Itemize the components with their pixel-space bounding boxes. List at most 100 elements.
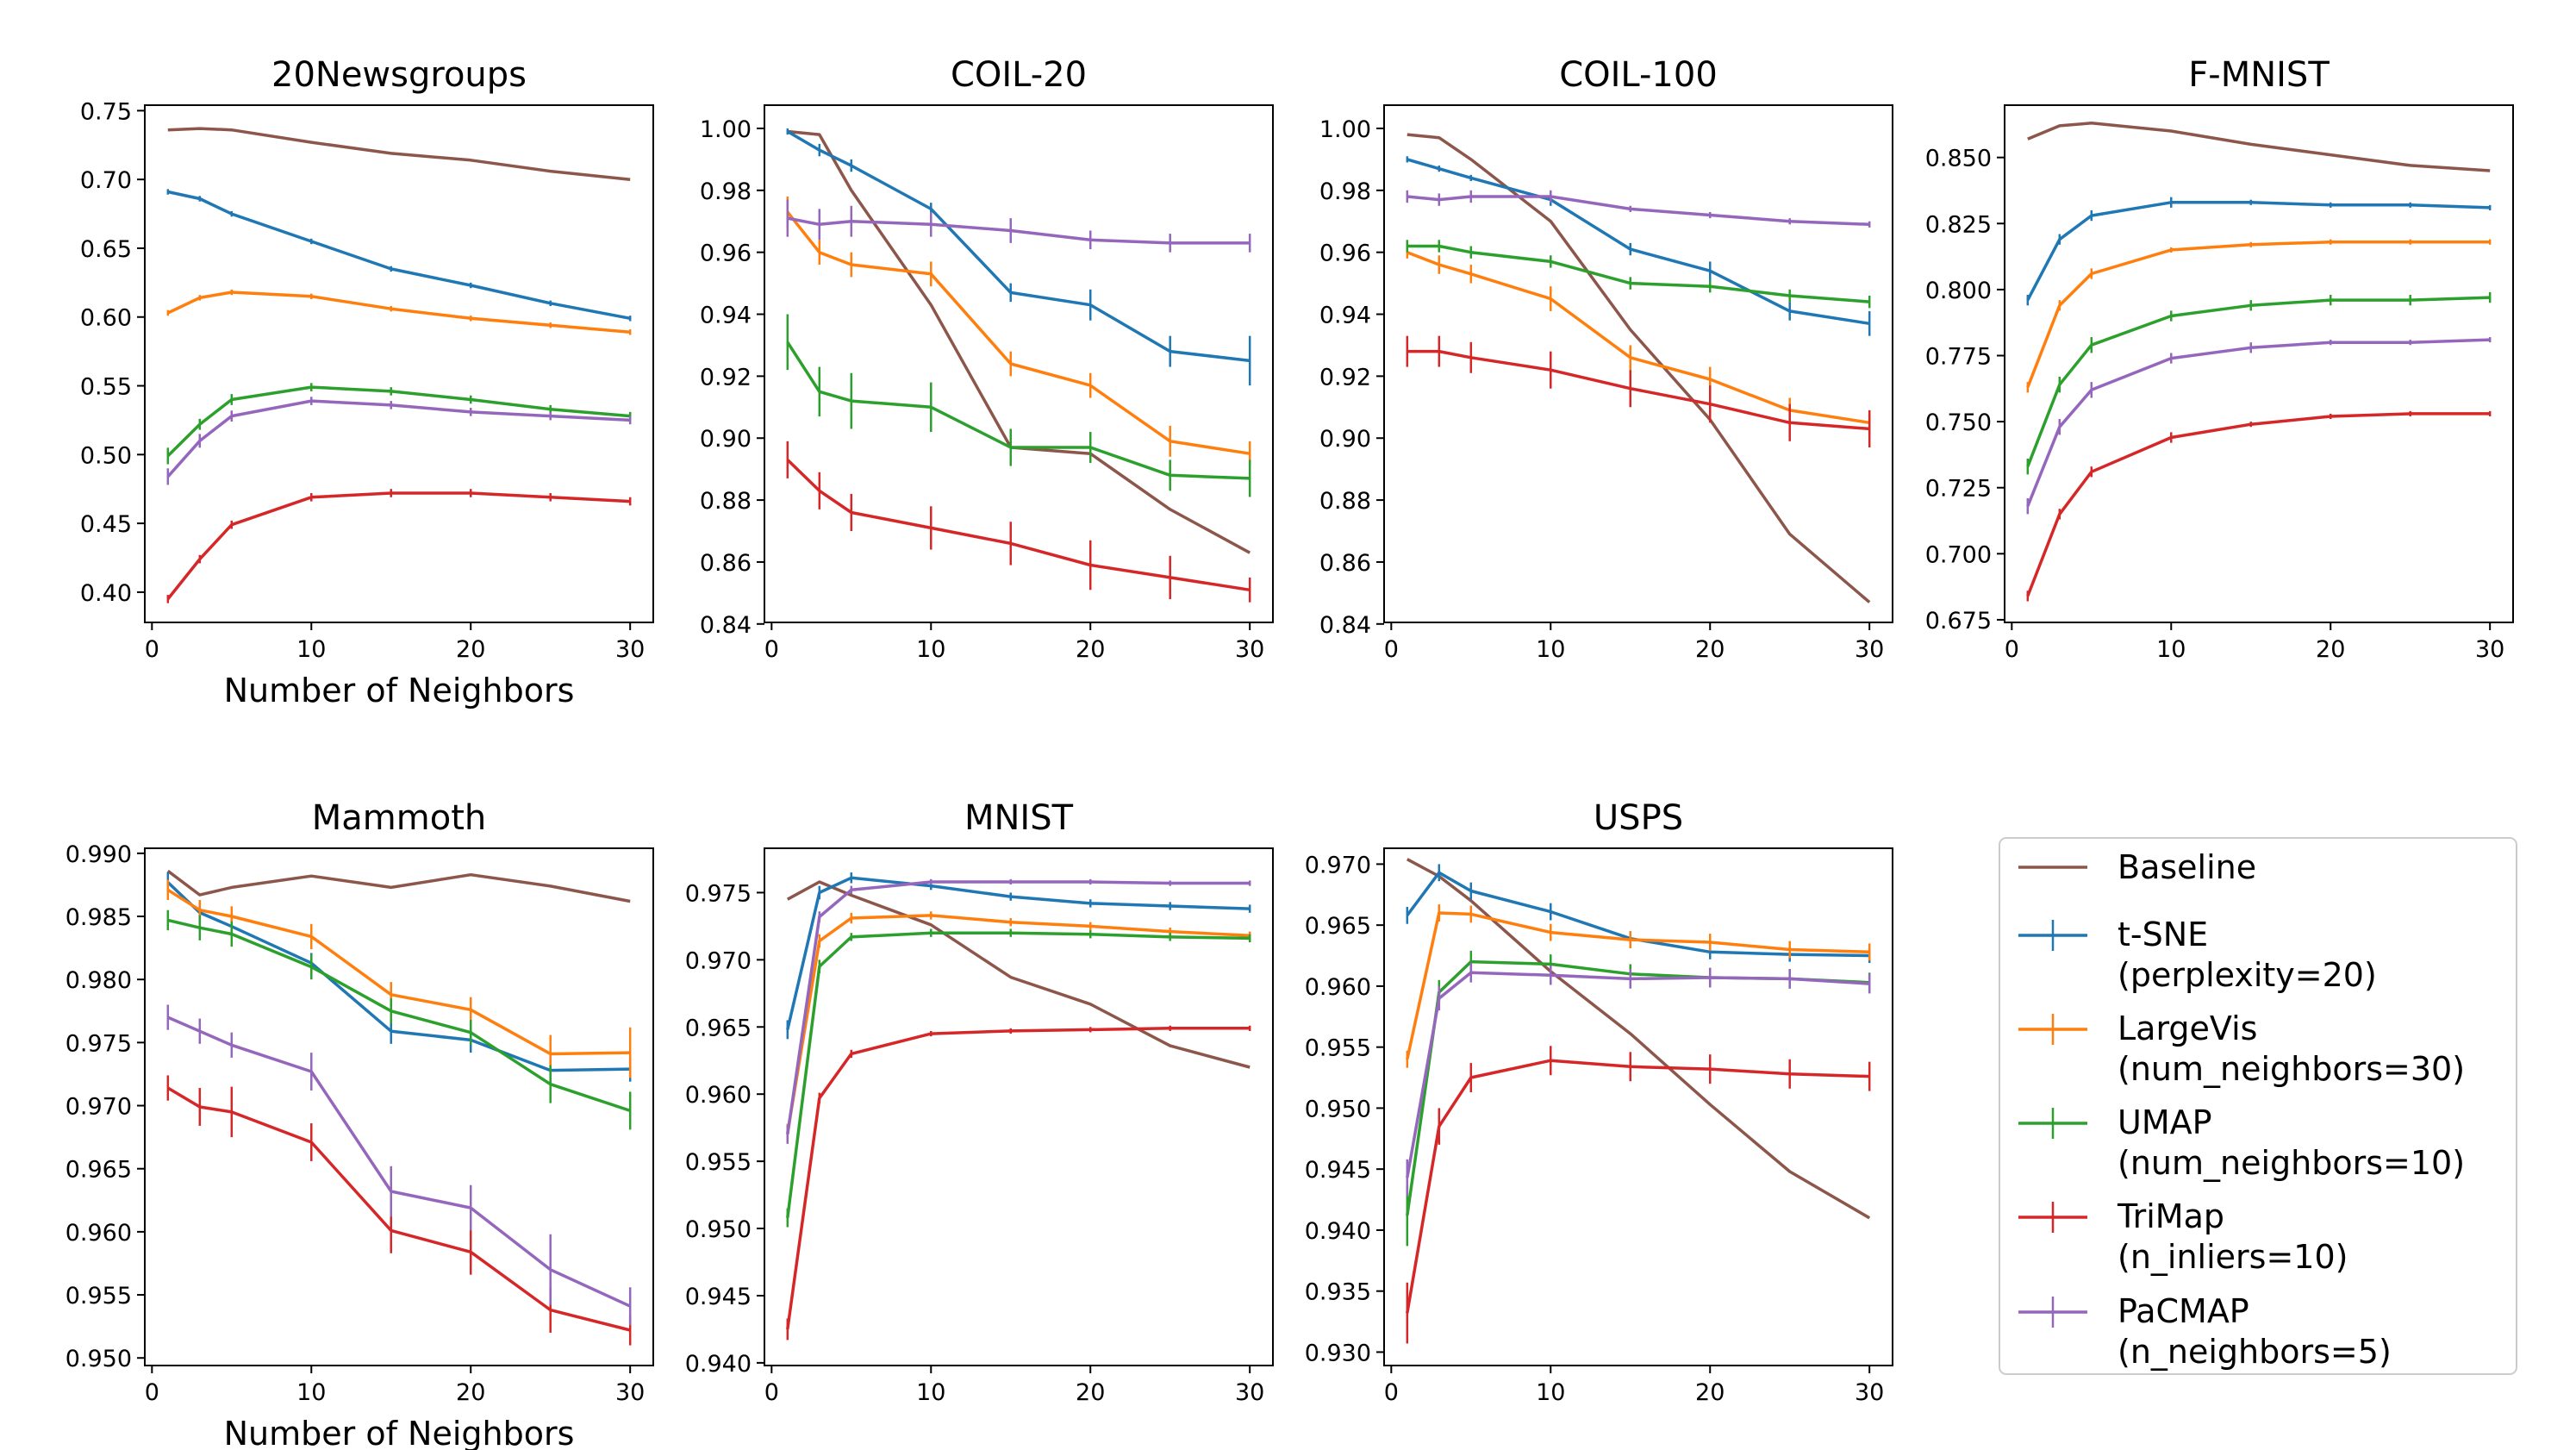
series-line <box>1406 971 1870 1178</box>
axes-frame <box>764 104 1274 623</box>
series-baseline <box>787 129 1251 554</box>
x-tick-label: 20 <box>2316 636 2345 663</box>
y-tick-label: 0.970 <box>1305 852 1371 878</box>
y-tick-label: 0.725 <box>1925 476 1992 503</box>
y-tick-label: 0.775 <box>1925 344 1992 371</box>
y-tick-label: 0.940 <box>1305 1218 1371 1245</box>
plot-area <box>786 128 1251 603</box>
series-line <box>787 216 1251 245</box>
y-tick-label: 0.94 <box>1319 303 1371 329</box>
x-tick-label: 20 <box>456 636 485 663</box>
x-axis-label: Number of Neighbors <box>224 1415 575 1450</box>
series-line <box>2027 122 2491 172</box>
y-tick-label: 0.65 <box>80 236 132 263</box>
legend-label: PaCMAP <box>2118 1292 2249 1330</box>
subplot-title: COIL-20 <box>951 55 1087 95</box>
series-trimap <box>1406 335 1871 448</box>
y-tick-label: 0.675 <box>1925 608 1992 634</box>
legend-label: UMAP <box>2118 1103 2212 1141</box>
x-tick-label: 10 <box>2156 636 2186 663</box>
series-line <box>786 880 1251 1135</box>
series-largevis <box>2026 239 2492 393</box>
y-tick-label: 0.960 <box>65 1220 132 1247</box>
y-tick-label: 0.55 <box>80 374 132 401</box>
series-line <box>166 491 631 600</box>
y-tick-label: 0.965 <box>65 1157 132 1184</box>
series-line <box>1406 911 1870 1060</box>
series-line <box>1406 858 1871 1220</box>
y-tick-label: 0.800 <box>1925 278 1992 304</box>
y-tick-label: 0.955 <box>65 1283 132 1309</box>
x-tick-label: 30 <box>1855 636 1884 663</box>
series-line <box>2026 240 2491 388</box>
y-tick-label: 0.945 <box>1305 1157 1371 1184</box>
y-tick-label: 0.84 <box>1319 612 1371 639</box>
series-pacmap <box>1406 190 1871 228</box>
y-tick-label: 0.965 <box>685 1015 752 1041</box>
y-tick-label: 0.960 <box>1305 974 1371 1001</box>
legend-frame <box>1999 837 2517 1375</box>
series-line <box>166 869 631 903</box>
series-umap <box>786 928 1251 1228</box>
y-tick-label: 0.930 <box>1305 1340 1371 1366</box>
x-tick-label: 10 <box>916 1379 945 1406</box>
y-tick-label: 0.88 <box>1319 488 1371 515</box>
y-tick-label: 0.955 <box>685 1149 752 1176</box>
series-trimap <box>166 489 632 603</box>
y-tick-label: 1.00 <box>1319 116 1371 143</box>
series-largevis <box>166 289 632 335</box>
series-trimap <box>1406 1046 1871 1344</box>
subplot-title: 20Newsgroups <box>271 55 527 95</box>
x-tick-label: 20 <box>1695 636 1725 663</box>
x-tick-label: 10 <box>296 636 326 663</box>
legend-label: LargeVis <box>2118 1009 2257 1047</box>
series-pacmap <box>166 1004 632 1326</box>
series-line <box>2026 201 2491 301</box>
y-tick-label: 0.985 <box>65 904 132 931</box>
plot-area <box>2026 122 2492 602</box>
series-t-sne <box>786 128 1251 386</box>
series-t-sne <box>1406 156 1871 336</box>
series-line <box>166 881 631 1072</box>
y-tick-label: 0.96 <box>1319 241 1371 267</box>
x-tick-label: 0 <box>145 636 159 663</box>
series-line <box>1406 1059 1870 1314</box>
series-line <box>167 918 631 1113</box>
series-line <box>1407 349 1870 431</box>
series-pacmap <box>786 878 1251 1144</box>
y-tick-label: 0.750 <box>1925 409 1992 436</box>
series-trimap <box>166 1075 632 1346</box>
series-trimap <box>2026 410 2492 602</box>
series-line <box>1407 158 1870 326</box>
series-line <box>786 876 1251 1030</box>
x-axis-label: Number of Neighbors <box>224 672 575 709</box>
x-tick-label: 0 <box>145 1379 159 1406</box>
series-line <box>786 210 1251 455</box>
series-baseline <box>2027 122 2491 172</box>
series-line <box>1407 244 1870 303</box>
x-tick-label: 0 <box>764 1379 779 1406</box>
y-tick-label: 0.86 <box>700 550 752 577</box>
subplot-20newsgroups: 20Newsgroups 0 10 20 30 0.40 0.45 0.50 0.55 0.60 0… <box>80 55 654 709</box>
series-pacmap <box>786 199 1251 253</box>
series-line <box>786 341 1251 480</box>
series-baseline <box>166 869 631 903</box>
series-line <box>786 129 1251 363</box>
x-tick-label: 30 <box>615 636 645 663</box>
x-tick-label: 0 <box>1384 636 1399 663</box>
subplot-coil-100: COIL-100 0 10 20 30 0.84 0.86 0.88 0.90 0.92 0.94 0… <box>1319 55 1893 663</box>
series-line <box>167 127 631 181</box>
series-line <box>166 888 631 1056</box>
y-tick-label: 0.60 <box>80 305 132 332</box>
x-tick-label: 20 <box>1695 1379 1725 1406</box>
y-tick-label: 0.98 <box>700 178 752 205</box>
series-pacmap <box>1406 963 1871 1197</box>
y-tick-label: 0.50 <box>80 442 132 469</box>
y-tick-label: 0.965 <box>1305 913 1371 940</box>
y-tick-label: 0.990 <box>65 841 132 868</box>
y-tick-label: 0.975 <box>685 880 752 907</box>
x-tick-label: 0 <box>764 636 779 663</box>
series-line <box>786 459 1251 592</box>
plot-area <box>1406 858 1871 1344</box>
